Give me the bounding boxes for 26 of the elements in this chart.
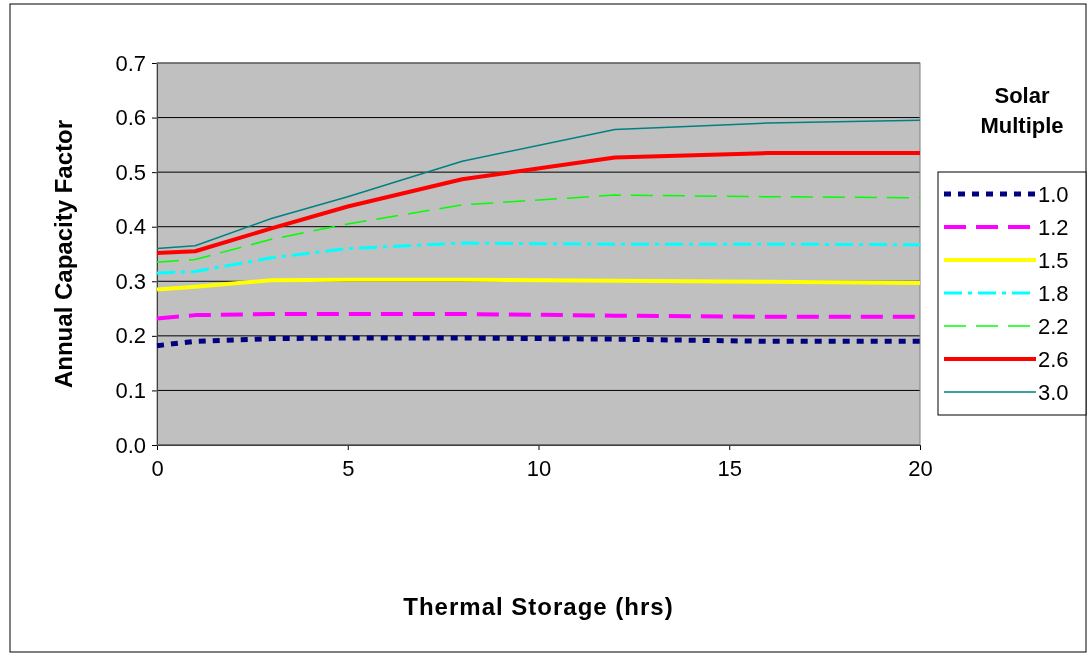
- legend-label: 1.8: [1038, 281, 1069, 306]
- legend-title: Solar Multiple: [980, 83, 1064, 138]
- legend-label: 1.5: [1038, 248, 1069, 273]
- x-tick-label: 20: [908, 455, 933, 481]
- legend-label: 1.0: [1038, 182, 1069, 207]
- y-tick-label: 0.2: [115, 323, 146, 349]
- y-tick-label: 0.5: [115, 159, 146, 185]
- x-tick-label: 0: [151, 455, 164, 481]
- x-axis-title: Thermal Storage (hrs): [403, 593, 674, 620]
- legend-label: 3.0: [1038, 380, 1069, 405]
- legend-label: 1.2: [1038, 215, 1069, 240]
- y-axis-title: Annual Capacity Factor: [50, 119, 77, 389]
- y-tick-label: 0.0: [115, 432, 146, 458]
- line-series: [155, 241, 922, 275]
- line-series: [155, 151, 922, 255]
- y-tick-label: 0.4: [115, 214, 146, 240]
- y-tick-label: 0.6: [115, 105, 146, 131]
- y-tick-label: 0.1: [115, 377, 146, 403]
- x-tick-label: 15: [717, 455, 742, 481]
- legend-label: 2.6: [1038, 347, 1069, 372]
- line-series: [155, 277, 922, 292]
- x-tick-label: 10: [526, 455, 552, 481]
- y-tick-label: 0.7: [115, 50, 146, 76]
- y-tick-label: 0.3: [115, 268, 146, 294]
- x-tick-label: 5: [342, 455, 355, 481]
- legend-label: 2.2: [1038, 314, 1069, 339]
